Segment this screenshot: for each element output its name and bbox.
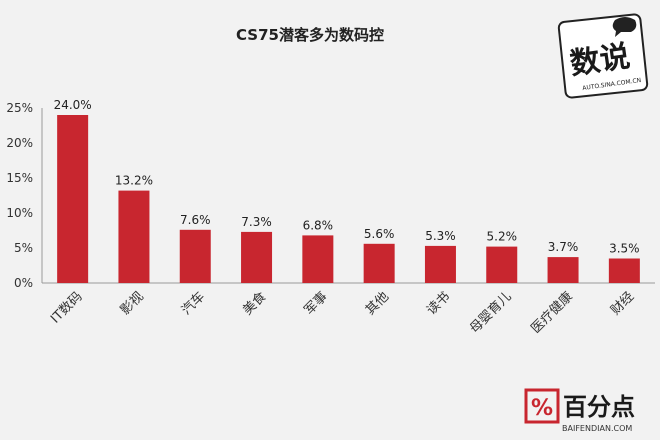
- data-label: 5.2%: [487, 230, 518, 244]
- category-label: 母婴育儿: [466, 289, 514, 337]
- chart-title: CS75潜客多为数码控: [236, 26, 384, 44]
- bottom-logo-url: BAIFENDIAN.COM: [562, 424, 632, 433]
- y-tick-label: 25%: [6, 101, 33, 115]
- category-label: 医疗健康: [528, 289, 576, 337]
- y-tick-label: 5%: [14, 241, 33, 255]
- data-label: 13.2%: [115, 174, 153, 188]
- y-tick-label: 0%: [14, 276, 33, 290]
- bottom-logo: % 百分点 BAIFENDIAN.COM: [524, 388, 635, 433]
- data-label: 7.6%: [180, 213, 211, 227]
- bar: [424, 245, 456, 283]
- category-labels: IT数码 影视 汽车 美食 军事 其他 读书 母婴育儿 医疗健康 财经: [48, 289, 637, 337]
- bar: [118, 190, 150, 283]
- bars: [57, 115, 640, 283]
- category-label: 其他: [363, 289, 392, 318]
- data-label: 3.5%: [609, 242, 640, 256]
- bar: [179, 229, 211, 283]
- y-tick-label: 15%: [6, 171, 33, 185]
- top-logo: 数说 AUTO.SINA.COM.CN: [557, 13, 649, 99]
- y-tick-label: 20%: [6, 136, 33, 150]
- bottom-logo-text: 百分点: [563, 393, 635, 421]
- category-label: 财经: [608, 289, 637, 318]
- bar: [547, 257, 579, 283]
- data-label: 3.7%: [548, 240, 579, 254]
- bar: [57, 115, 89, 283]
- data-label: 6.8%: [303, 218, 334, 232]
- category-label: 军事: [302, 289, 331, 318]
- bar: [608, 258, 640, 283]
- category-label: 影视: [118, 289, 147, 318]
- top-logo-text: 数说: [568, 39, 632, 82]
- data-label: 24.0%: [54, 98, 92, 112]
- bar: [241, 231, 273, 283]
- data-label: 5.3%: [425, 229, 456, 243]
- data-label: 7.3%: [241, 215, 272, 229]
- category-label: 美食: [240, 289, 270, 319]
- y-tick-labels: 0% 5% 10% 15% 20% 25%: [6, 101, 33, 290]
- bar: [363, 243, 395, 283]
- category-label: IT数码: [48, 289, 85, 326]
- category-label: 汽车: [178, 289, 208, 319]
- top-logo-bg: [557, 13, 649, 99]
- data-label: 5.6%: [364, 227, 395, 241]
- category-label: 读书: [424, 289, 453, 318]
- bar: [302, 235, 334, 283]
- data-labels: 24.0% 13.2% 7.6% 7.3% 6.8% 5.6% 5.3% 5.2% 3.7% 3.…: [54, 98, 640, 256]
- speech-bubble-icon: [612, 17, 637, 37]
- y-tick-label: 10%: [6, 206, 33, 220]
- percent-logo-icon: [524, 388, 560, 424]
- bar: [486, 246, 518, 283]
- percent-symbol: %: [531, 396, 553, 421]
